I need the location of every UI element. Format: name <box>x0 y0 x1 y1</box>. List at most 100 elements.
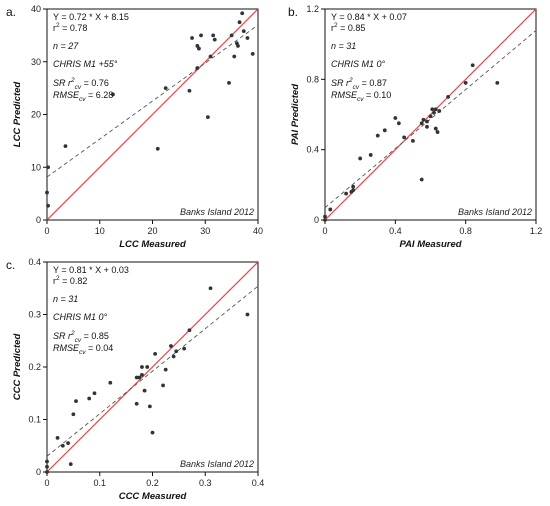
regression-line <box>325 30 536 209</box>
data-point <box>435 130 440 134</box>
data-point <box>197 46 201 51</box>
one-to-one-line <box>47 9 258 220</box>
one-to-one-line <box>47 262 258 472</box>
y-tick-label: 30 <box>31 57 41 67</box>
data-point <box>463 80 468 85</box>
data-point <box>433 107 438 112</box>
y-tick-label: 1.2 <box>306 4 319 14</box>
data-point <box>187 88 192 93</box>
y-tick-label: 0.3 <box>28 310 41 320</box>
data-point <box>237 20 242 25</box>
data-point <box>245 36 250 40</box>
y-axis-label: PAI Predicted <box>290 84 301 145</box>
y-axis-label: CCC Predicted <box>12 334 23 401</box>
y-tick-label: 0 <box>36 215 41 225</box>
data-point <box>182 346 187 351</box>
data-point <box>446 95 450 99</box>
sensor-config: CHRIS M1 0° <box>331 59 386 69</box>
data-point <box>46 203 50 208</box>
data-point <box>229 33 234 38</box>
y-tick-label: 0 <box>36 467 41 477</box>
data-point <box>68 462 73 467</box>
data-point <box>351 184 356 189</box>
sensor-config: CHRIS M1 0° <box>53 312 108 322</box>
r-squared: r2 = 0.85 <box>331 22 365 33</box>
data-point <box>63 144 68 149</box>
data-point <box>163 367 168 372</box>
sensor-config: CHRIS M1 +55° <box>53 59 118 69</box>
y-tick-label: 0.4 <box>306 145 319 155</box>
x-tick-label: 20 <box>147 226 157 236</box>
data-point <box>421 117 426 122</box>
regression-equation: Y = 0.81 * X + 0.03 <box>53 265 129 275</box>
data-point <box>250 51 255 56</box>
data-point <box>45 190 49 195</box>
y-tick-label: 0 <box>314 215 319 225</box>
data-point <box>375 133 380 138</box>
data-point <box>111 92 115 97</box>
data-point <box>161 383 165 388</box>
data-point <box>55 435 60 440</box>
sample-size: n = 31 <box>53 294 78 304</box>
sr-r-squared-cv: SR r2cv = 0.85 <box>53 330 109 344</box>
data-point <box>411 138 415 143</box>
data-point <box>145 365 150 369</box>
data-point <box>323 218 327 222</box>
data-point <box>323 214 327 219</box>
data-point <box>419 177 424 182</box>
data-point <box>171 354 176 359</box>
data-point <box>142 388 147 393</box>
sr-r-squared-cv: SR r2cv = 0.76 <box>53 77 109 91</box>
data-point <box>150 430 155 435</box>
data-point <box>212 37 217 42</box>
data-point <box>45 470 49 474</box>
data-point <box>236 44 240 48</box>
y-tick-label: 0.8 <box>306 74 319 84</box>
data-point <box>430 107 435 112</box>
x-tick-label: 1.2 <box>530 226 543 236</box>
data-point <box>419 121 424 126</box>
rmse-cv: RMSEcv = 0.04 <box>53 343 113 356</box>
data-point <box>195 66 200 70</box>
panel-2: 0 0.4 0.8 1.2 0 0.4 0.8 1.2 PAI Measured PAI Pred… <box>288 4 542 250</box>
regression-equation: Y = 0.72 * X + 8.15 <box>53 12 129 22</box>
r-squared: r2 = 0.82 <box>53 275 87 286</box>
panel-label: c. <box>6 258 15 272</box>
data-point <box>433 126 438 131</box>
data-point <box>211 33 216 38</box>
data-point <box>147 404 152 409</box>
panel-label: a. <box>6 5 16 19</box>
data-point <box>382 128 387 133</box>
data-point <box>74 399 78 404</box>
data-point <box>245 312 250 317</box>
y-tick-label: 40 <box>31 4 41 14</box>
x-tick-label: 0 <box>322 226 327 236</box>
data-point <box>428 114 433 119</box>
x-tick-label: 0.4 <box>389 226 402 236</box>
data-point <box>368 153 373 157</box>
data-point <box>393 116 398 120</box>
data-point <box>328 207 333 212</box>
sample-size: n = 27 <box>53 41 79 51</box>
data-point <box>169 344 173 348</box>
data-point <box>351 188 356 193</box>
rmse-cv: RMSEcv = 0.10 <box>331 90 391 103</box>
data-point <box>470 63 475 68</box>
data-point <box>45 459 49 464</box>
x-tick-label: 0.2 <box>146 478 159 488</box>
x-axis-label: PAI Measured <box>399 239 461 250</box>
data-point <box>71 412 76 417</box>
data-point <box>432 110 436 115</box>
data-point <box>134 401 139 406</box>
data-point <box>208 286 213 291</box>
data-point <box>134 375 139 380</box>
data-point <box>66 441 70 446</box>
data-point <box>205 115 210 120</box>
data-point <box>155 146 160 151</box>
data-point <box>227 80 231 85</box>
sample-size: n = 31 <box>331 41 356 51</box>
regression-line <box>47 24 258 178</box>
site-label: Banks Island 2012 <box>180 459 254 469</box>
data-point <box>140 365 144 369</box>
